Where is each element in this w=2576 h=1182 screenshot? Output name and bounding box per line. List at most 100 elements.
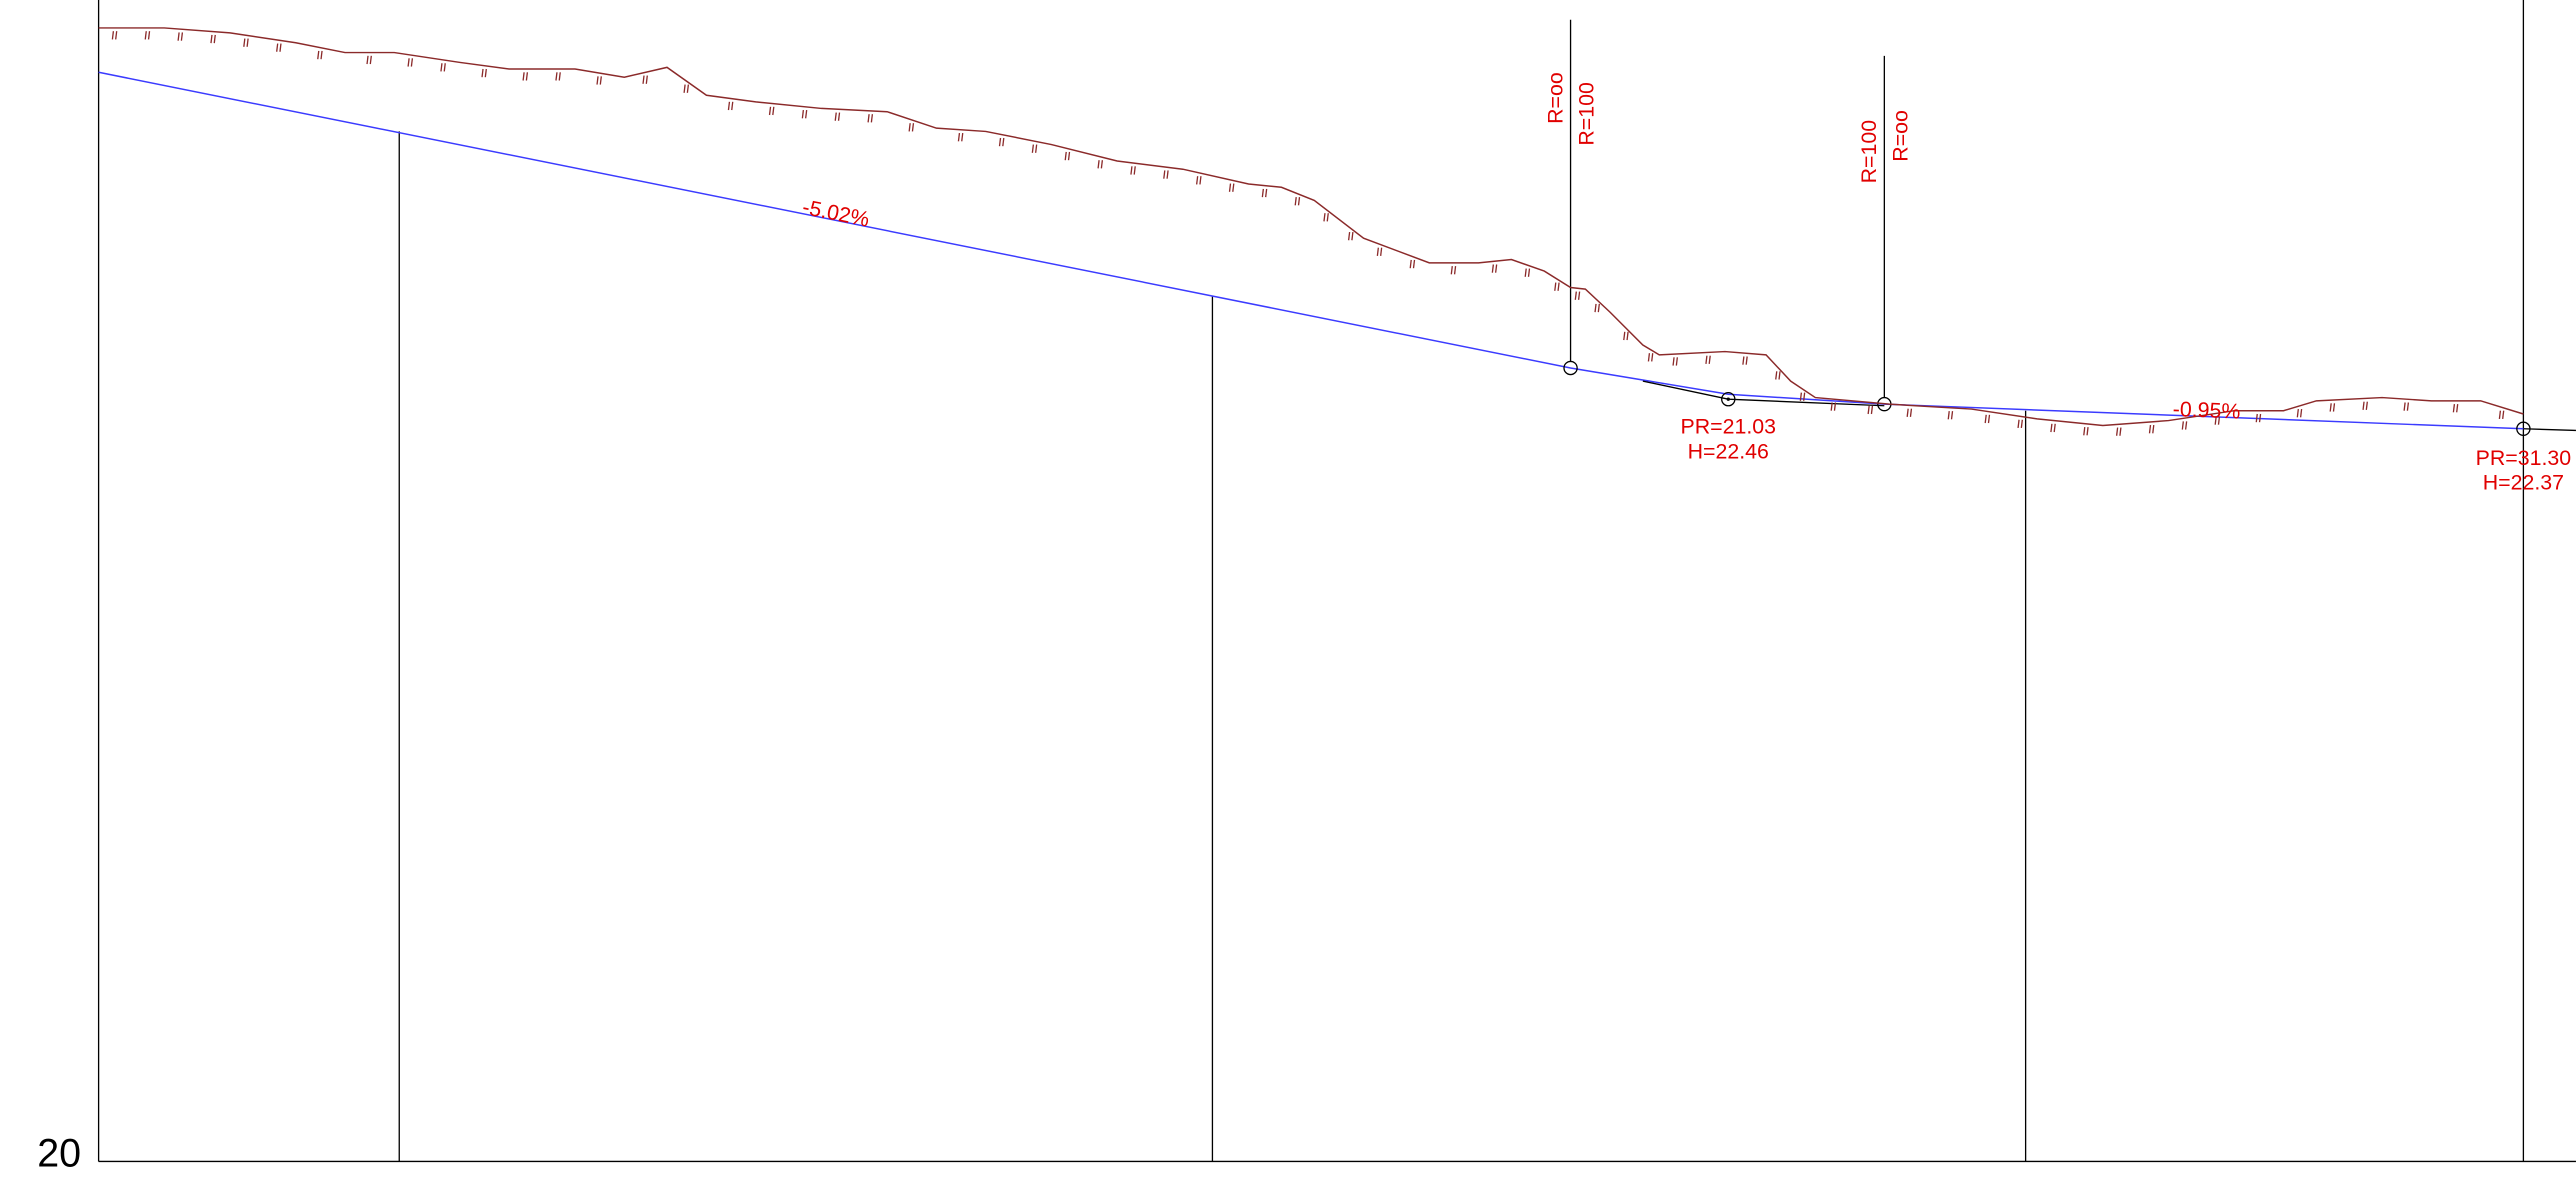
radius-label: R=oo xyxy=(1888,110,1912,162)
hatch xyxy=(210,34,213,44)
hatch xyxy=(1035,144,1038,153)
hatch xyxy=(2181,421,2184,430)
hatch xyxy=(1412,259,1416,269)
hatch xyxy=(1100,160,1104,169)
hatch xyxy=(115,31,118,40)
hatch xyxy=(144,31,147,40)
hatch xyxy=(276,43,279,52)
radius-label: R=100 xyxy=(1575,82,1599,146)
hatch xyxy=(1803,392,1806,401)
radius-label: R=oo xyxy=(1543,72,1567,124)
hatch xyxy=(1799,392,1803,401)
hatch xyxy=(2020,419,2023,429)
hatch xyxy=(1870,405,1874,415)
hatch xyxy=(1351,231,1354,241)
hatch xyxy=(867,114,870,123)
hatch xyxy=(1376,247,1380,256)
hatch xyxy=(2329,403,2332,412)
hatch xyxy=(369,55,372,65)
hatch xyxy=(320,50,323,60)
hatch xyxy=(1491,264,1495,273)
grade-label: -0.95% xyxy=(2172,397,2241,424)
pr-label: PR=31.30 xyxy=(2476,446,2572,470)
hatch xyxy=(599,76,602,85)
hatch xyxy=(1196,176,1199,185)
hatch xyxy=(683,84,686,93)
hatch xyxy=(2456,404,2459,413)
hatch xyxy=(1909,408,1913,417)
hatch xyxy=(1409,259,1412,269)
hatch xyxy=(1326,213,1329,222)
hatch xyxy=(407,58,410,67)
hatch xyxy=(1261,188,1265,198)
hatch xyxy=(2498,410,2502,419)
dot xyxy=(1726,397,1730,401)
hatch xyxy=(801,109,805,119)
hatch xyxy=(2299,408,2303,418)
hatch xyxy=(768,106,772,116)
hatch xyxy=(1166,170,1169,179)
hatch xyxy=(279,43,282,52)
hatch xyxy=(177,32,180,41)
hatch xyxy=(2406,402,2410,411)
hatch xyxy=(1557,282,1560,291)
hatch xyxy=(1950,411,1954,420)
hatch xyxy=(180,32,184,41)
ground xyxy=(98,27,2524,436)
hatch xyxy=(1984,414,1987,424)
hatch xyxy=(1987,414,1991,424)
hatch xyxy=(961,132,964,142)
hatch xyxy=(147,31,151,40)
hatch xyxy=(2053,423,2056,433)
hatch xyxy=(1297,197,1301,206)
hatch xyxy=(1265,188,1268,198)
hatch xyxy=(645,75,648,84)
hatch xyxy=(1745,356,1748,365)
hatch xyxy=(111,31,115,40)
hatch xyxy=(1574,291,1577,300)
hatch xyxy=(1163,170,1166,179)
hatch xyxy=(1623,331,1626,341)
hatch xyxy=(1524,268,1527,277)
hatch xyxy=(1199,176,1202,185)
hatch xyxy=(1833,402,1837,411)
hatch xyxy=(1554,282,1557,291)
hatch xyxy=(1775,371,1778,380)
hatch xyxy=(2184,421,2188,430)
hatch xyxy=(246,38,249,47)
hatch xyxy=(2365,401,2368,410)
hatch xyxy=(1867,405,1870,415)
hatch xyxy=(2502,410,2505,419)
hatch xyxy=(1453,266,1457,275)
hatch xyxy=(525,72,529,81)
hatch xyxy=(1002,137,1005,147)
hatch xyxy=(1031,144,1035,153)
hatch xyxy=(1647,353,1651,362)
hatch xyxy=(911,123,915,132)
hatch xyxy=(2115,427,2119,436)
hatch xyxy=(2217,416,2221,425)
hatch xyxy=(686,84,690,93)
hatch xyxy=(2050,423,2053,433)
hatch xyxy=(2452,404,2456,413)
hatch xyxy=(1594,303,1597,313)
grade-line xyxy=(98,71,2524,430)
hatch xyxy=(1228,183,1232,192)
hatch xyxy=(440,63,443,72)
hatch xyxy=(1830,402,1833,411)
hatch xyxy=(1294,197,1297,206)
hatch xyxy=(2017,419,2020,429)
hatch xyxy=(1947,411,1950,420)
hatch xyxy=(555,72,558,81)
hatch xyxy=(596,76,599,85)
hatch xyxy=(1133,166,1136,175)
hatch xyxy=(366,55,369,65)
hatch xyxy=(1651,353,1654,362)
hatch xyxy=(1708,355,1711,364)
radius-label: R=100 xyxy=(1857,120,1881,184)
hatch xyxy=(1067,151,1071,161)
pr-label: PR=21.03 xyxy=(1681,415,1777,439)
hatch xyxy=(998,137,1002,147)
